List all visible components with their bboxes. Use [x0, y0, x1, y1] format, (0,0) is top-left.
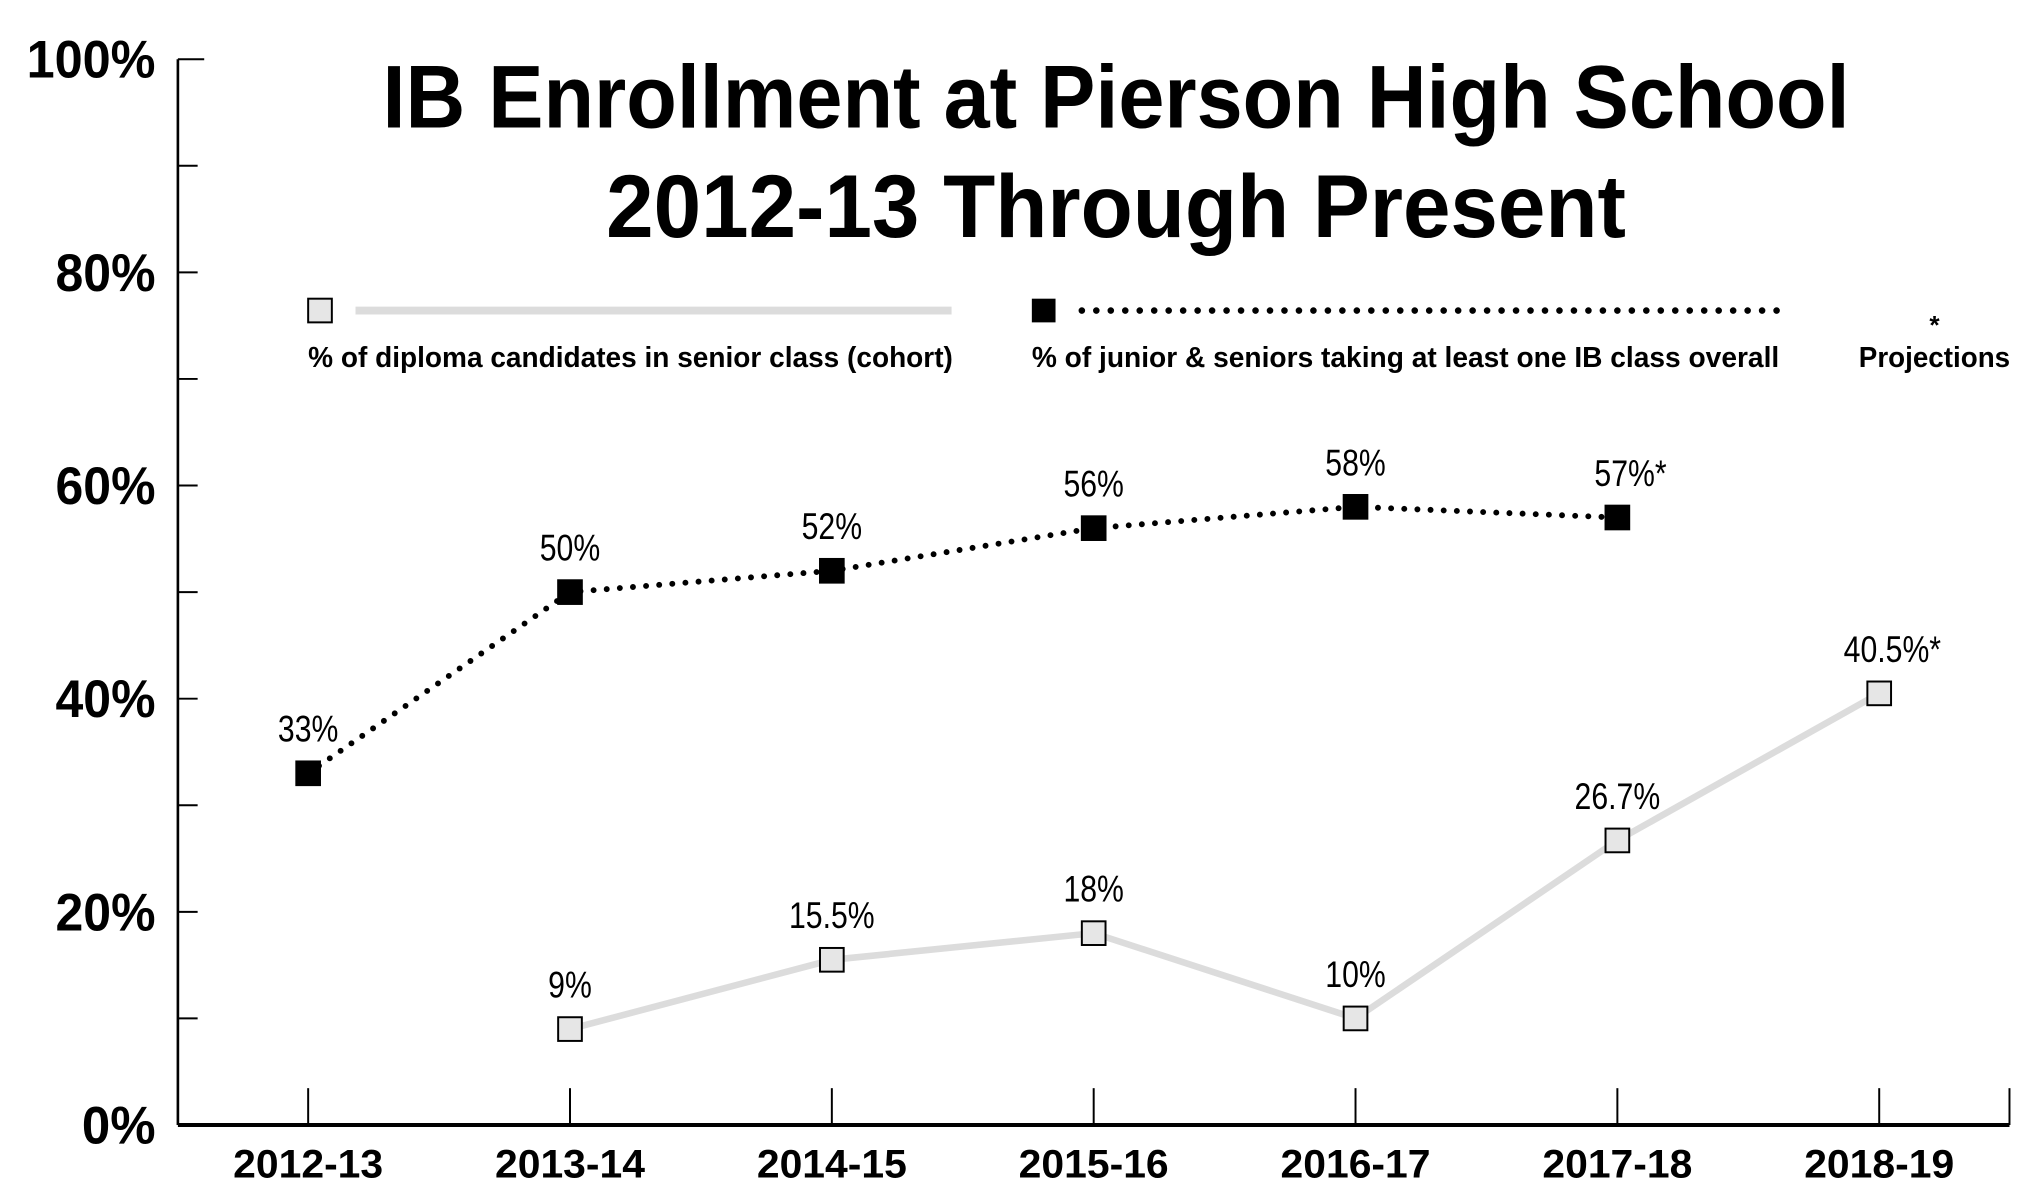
- data-label: 15.5%: [789, 895, 875, 936]
- data-point-diploma: [557, 1016, 583, 1042]
- data-label: 10%: [1325, 954, 1385, 995]
- data-point-overall: [557, 579, 583, 605]
- data-label: 58%: [1325, 442, 1385, 483]
- x-tick-label: 2012-13: [233, 1143, 383, 1187]
- legend-marker-diploma: [307, 297, 333, 324]
- legend-label-overall: % of junior & seniors taking at least on…: [1032, 342, 1779, 374]
- x-tick-label: 2017-18: [1542, 1143, 1692, 1187]
- y-tick-label: 0%: [82, 1096, 156, 1155]
- data-point-overall: [295, 760, 321, 787]
- series-line-diploma: [569, 690, 1881, 1033]
- projection-symbol: *: [1929, 310, 1940, 340]
- legend-marker-overall: [1031, 298, 1056, 323]
- projection-label: Projections: [1859, 342, 2010, 374]
- x-tick-label: 2013-14: [495, 1143, 645, 1187]
- x-tick-label: 2015-16: [1019, 1143, 1169, 1187]
- x-tick-label: 2018-19: [1804, 1143, 1954, 1187]
- data-point-diploma: [1342, 1005, 1369, 1032]
- data-point-diploma: [1080, 920, 1107, 946]
- series-line-overall: [305, 503, 1621, 777]
- data-label: 33%: [278, 709, 338, 750]
- y-tick-label: 40%: [56, 670, 156, 729]
- data-label: 57%*: [1594, 453, 1666, 494]
- axes: 0% 20% 40% 60% 80% 100% 2012-13 2013-14 2014-15 2…: [27, 31, 2011, 1187]
- data-point-diploma: [1866, 680, 1893, 707]
- legend-label-diploma: % of diploma candidates in senior class …: [308, 342, 953, 374]
- data-point-diploma: [819, 946, 845, 973]
- data-label: 56%: [1063, 464, 1123, 505]
- data-point-overall: [819, 557, 845, 584]
- data-label: 52%: [802, 506, 862, 547]
- legend: % of diploma candidates in senior class …: [307, 297, 2010, 374]
- y-tick-label: 100%: [27, 31, 156, 90]
- data-label: 50%: [540, 528, 600, 569]
- chart-title-line-2: 2012-13 Through Present: [606, 156, 1626, 256]
- y-tick-label: 60%: [56, 457, 156, 516]
- chart-title-line-1: IB Enrollment at Pierson High School: [382, 47, 1849, 147]
- x-tick-label: 2016-17: [1281, 1143, 1431, 1187]
- data-label: 9%: [548, 964, 592, 1005]
- data-label: 18%: [1063, 869, 1123, 910]
- y-tick-label: 20%: [56, 883, 156, 942]
- data-point-overall: [1342, 494, 1369, 520]
- x-tick-label: 2014-15: [757, 1143, 907, 1187]
- data-point-overall: [1080, 515, 1107, 541]
- data-label: 26.7%: [1575, 776, 1661, 817]
- data-point-overall: [1604, 504, 1631, 531]
- data-point-diploma: [1604, 827, 1631, 854]
- data-label: 40.5%*: [1844, 629, 1941, 670]
- series-layer: 9% 15.5% 18% 10% 26.7% 40.5%* 33% 50% 52% 56% 58% 5…: [278, 442, 1941, 1042]
- y-tick-label: 80%: [56, 244, 156, 303]
